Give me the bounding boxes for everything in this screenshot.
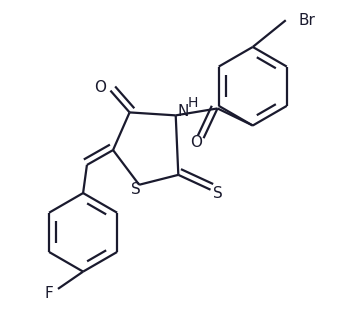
- Text: Br: Br: [298, 13, 315, 28]
- Text: S: S: [213, 186, 222, 201]
- Text: N: N: [178, 104, 189, 119]
- Text: O: O: [94, 80, 106, 95]
- Text: F: F: [45, 286, 53, 301]
- Text: S: S: [131, 182, 140, 197]
- Text: H: H: [187, 96, 197, 110]
- Text: O: O: [190, 135, 202, 150]
